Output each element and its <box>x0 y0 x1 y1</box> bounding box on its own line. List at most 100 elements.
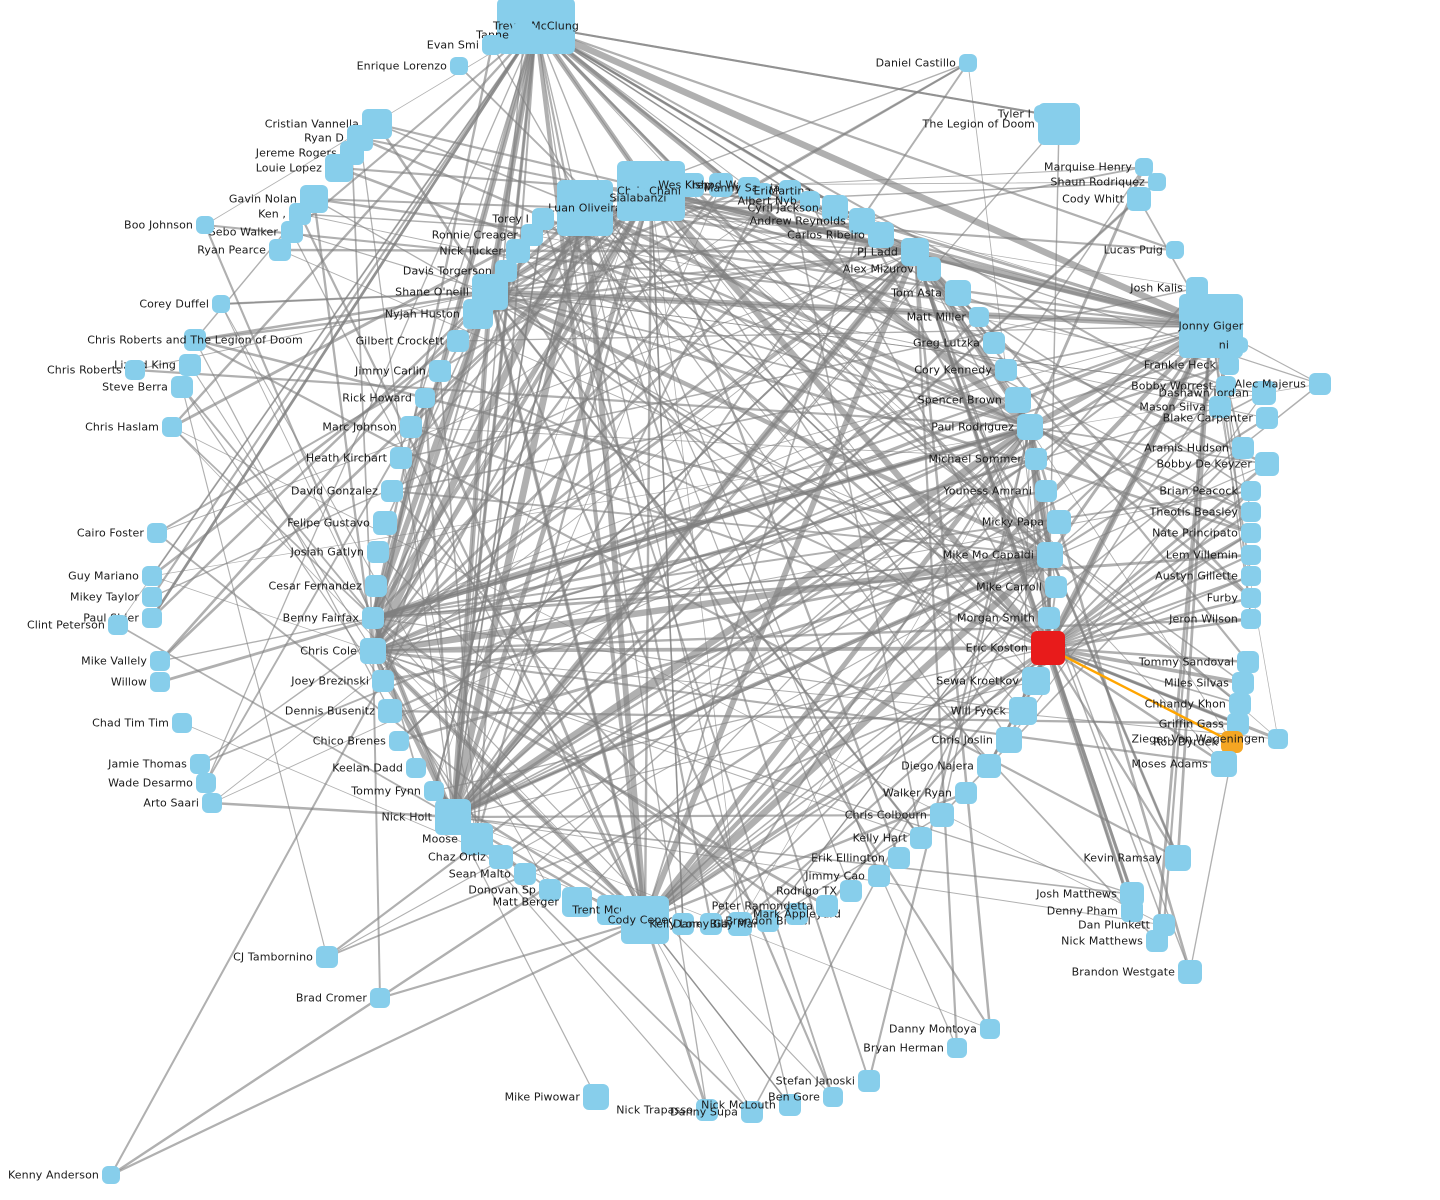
graph-node[interactable] <box>823 1087 843 1107</box>
graph-node[interactable] <box>1255 452 1279 476</box>
graph-node[interactable] <box>959 54 977 72</box>
graph-node[interactable] <box>365 575 387 597</box>
graph-node[interactable] <box>506 239 530 263</box>
graph-node[interactable] <box>360 638 386 664</box>
graph-node[interactable] <box>858 1070 880 1092</box>
graph-node[interactable] <box>1241 566 1261 586</box>
graph-node[interactable] <box>1221 731 1243 753</box>
graph-node[interactable] <box>1241 523 1261 543</box>
graph-node[interactable] <box>381 480 403 502</box>
graph-node[interactable] <box>945 280 971 306</box>
graph-node[interactable] <box>162 417 182 437</box>
graph-node[interactable] <box>888 847 910 869</box>
graph-node[interactable] <box>190 754 210 774</box>
graph-node[interactable] <box>1241 545 1261 565</box>
graph-node[interactable] <box>756 183 772 199</box>
graph-node[interactable] <box>1211 751 1237 777</box>
graph-node[interactable] <box>367 541 389 563</box>
graph-node[interactable] <box>1146 930 1168 952</box>
graph-node[interactable] <box>325 154 353 182</box>
graph-node[interactable] <box>102 1166 120 1184</box>
graph-node[interactable] <box>150 672 170 692</box>
graph-node[interactable] <box>1022 667 1050 695</box>
graph-node[interactable] <box>450 57 468 75</box>
graph-node[interactable] <box>1268 729 1288 749</box>
graph-node[interactable] <box>1037 542 1063 568</box>
graph-node[interactable] <box>1045 576 1067 598</box>
graph-node[interactable] <box>482 35 502 55</box>
graph-node[interactable] <box>955 782 977 804</box>
graph-node[interactable] <box>196 773 216 793</box>
graph-node[interactable] <box>463 299 493 329</box>
graph-node[interactable] <box>289 203 311 225</box>
graph-node[interactable] <box>362 607 384 629</box>
graph-node[interactable] <box>996 727 1022 753</box>
graph-node[interactable] <box>497 0 575 54</box>
graph-node[interactable] <box>741 1101 763 1123</box>
graph-node[interactable] <box>947 1038 967 1058</box>
graph-node[interactable] <box>1209 396 1231 418</box>
graph-node[interactable] <box>868 222 894 248</box>
graph-node[interactable] <box>281 221 303 243</box>
graph-node[interactable] <box>539 879 561 901</box>
graph-node[interactable] <box>171 376 193 398</box>
graph-node[interactable] <box>150 651 170 671</box>
graph-node[interactable] <box>1219 355 1239 375</box>
graph-node[interactable] <box>142 608 162 628</box>
graph-node[interactable] <box>489 845 513 869</box>
graph-node[interactable] <box>406 758 426 778</box>
graph-node[interactable] <box>1252 381 1276 405</box>
graph-node[interactable] <box>1031 631 1065 665</box>
graph-node[interactable] <box>108 615 128 635</box>
graph-node[interactable] <box>680 173 704 197</box>
graph-node[interactable] <box>700 913 722 935</box>
graph-node[interactable] <box>1241 502 1261 522</box>
graph-node[interactable] <box>1256 407 1278 429</box>
graph-node[interactable] <box>672 913 694 935</box>
graph-node[interactable] <box>212 295 230 313</box>
graph-node[interactable] <box>1232 437 1254 459</box>
graph-node[interactable] <box>447 330 469 352</box>
graph-node[interactable] <box>969 307 989 327</box>
graph-node[interactable] <box>1216 376 1236 396</box>
graph-node[interactable] <box>147 523 167 543</box>
graph-node[interactable] <box>378 699 402 723</box>
graph-node[interactable] <box>196 216 214 234</box>
graph-node[interactable] <box>461 823 493 855</box>
graph-node[interactable] <box>930 803 954 827</box>
graph-node[interactable] <box>184 329 206 351</box>
graph-node[interactable] <box>512 23 536 47</box>
graph-node[interactable] <box>1035 480 1057 502</box>
graph-node[interactable] <box>390 447 412 469</box>
graph-node[interactable] <box>1038 607 1060 629</box>
graph-node[interactable] <box>628 188 648 208</box>
graph-node[interactable] <box>1148 173 1166 191</box>
graph-node[interactable] <box>1038 103 1080 145</box>
graph-node[interactable] <box>1165 845 1191 871</box>
graph-node[interactable] <box>269 239 291 261</box>
graph-node[interactable] <box>1127 187 1151 211</box>
graph-node[interactable] <box>709 173 733 197</box>
graph-node[interactable] <box>142 587 162 607</box>
graph-node[interactable] <box>1229 693 1251 715</box>
graph-node[interactable] <box>1309 373 1331 395</box>
graph-node[interactable] <box>1121 900 1143 922</box>
graph-node[interactable] <box>1009 697 1037 725</box>
graph-node[interactable] <box>1227 713 1249 735</box>
graph-node[interactable] <box>583 1084 609 1110</box>
graph-node[interactable] <box>562 887 592 917</box>
graph-node[interactable] <box>983 332 1005 354</box>
graph-node[interactable] <box>779 1094 801 1116</box>
graph-node[interactable] <box>800 191 820 211</box>
graph-node[interactable] <box>429 360 451 382</box>
graph-node[interactable] <box>995 359 1017 381</box>
graph-node[interactable] <box>142 566 162 586</box>
graph-node[interactable] <box>1047 510 1071 534</box>
graph-node[interactable] <box>514 863 536 885</box>
graph-node[interactable] <box>779 180 801 202</box>
graph-node[interactable] <box>400 416 422 438</box>
graph-node[interactable] <box>372 670 394 692</box>
graph-node[interactable] <box>1237 651 1259 673</box>
graph-node[interactable] <box>728 912 752 936</box>
